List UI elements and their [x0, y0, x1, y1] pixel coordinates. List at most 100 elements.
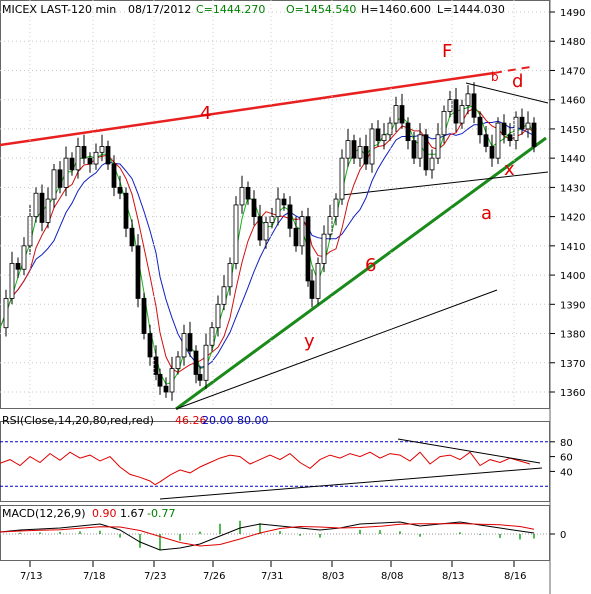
- candle-body: [15, 262, 21, 270]
- price-panel: [0, 0, 550, 409]
- candle-body: [441, 110, 447, 136]
- annotation-6: 6: [365, 255, 376, 276]
- annotation-a: a: [481, 203, 492, 224]
- x-tick-label: 8/08: [381, 571, 403, 582]
- x-tick-label: 7/23: [144, 571, 166, 582]
- candle-body: [305, 216, 311, 282]
- candle-body: [345, 140, 351, 159]
- trend-lines: [0, 66, 549, 411]
- candle-body: [81, 146, 87, 159]
- price-tick-label: 1450: [560, 125, 585, 136]
- macd-panel: [0, 505, 550, 561]
- candle-body: [489, 146, 495, 159]
- macd-line: [0, 521, 535, 551]
- candle-body: [483, 134, 489, 147]
- macd-v1: 0.90: [92, 507, 117, 520]
- candle-body: [519, 116, 525, 130]
- candle-body: [233, 204, 239, 264]
- x-tick-label: 7/18: [83, 571, 105, 582]
- price-tick-label: 1470: [560, 66, 585, 77]
- candle-body: [387, 122, 393, 136]
- rsi-line: [0, 451, 531, 486]
- candle-body: [157, 374, 163, 387]
- candle-body: [39, 192, 45, 223]
- candle-body: [75, 146, 81, 171]
- price-tick-label: 1410: [560, 242, 585, 253]
- candle-body: [381, 134, 387, 142]
- candle-body: [63, 157, 69, 188]
- candle-body: [495, 122, 501, 159]
- candle-body: [193, 350, 199, 375]
- x-tick-label: 8/16: [504, 571, 526, 582]
- candle-body: [181, 333, 187, 358]
- candle-body: [453, 99, 459, 124]
- candle-body: [477, 116, 483, 136]
- price-tick-label: 1430: [560, 183, 585, 194]
- candle-body: [339, 157, 345, 200]
- candle-body: [129, 227, 135, 247]
- header-open: O=1454.540: [286, 3, 356, 16]
- candle-body: [435, 134, 441, 159]
- candle-body: [423, 134, 429, 171]
- candle-body: [281, 198, 287, 206]
- x-tick-label: 7/31: [261, 571, 283, 582]
- candle-body: [357, 146, 363, 159]
- trendline-b: [465, 82, 549, 104]
- candle-body: [501, 122, 507, 136]
- candle-body: [163, 385, 169, 393]
- candle-body: [275, 198, 281, 218]
- candle-body: [141, 298, 147, 334]
- candle-body: [333, 198, 339, 218]
- candle-body: [471, 93, 477, 118]
- candle-body: [459, 105, 465, 124]
- rsi-value: 46.26: [175, 414, 207, 427]
- price-tick-label: 1460: [560, 96, 585, 107]
- header-low: L=1444.030: [437, 3, 505, 16]
- candle-body: [525, 122, 531, 130]
- price-tick-label: 1380: [560, 330, 585, 341]
- candle-body: [393, 105, 399, 124]
- price-series: [0, 82, 537, 401]
- x-tick-label: 7/13: [20, 571, 42, 582]
- rsi-tick-label: 80: [560, 438, 573, 449]
- annotation-4: 4: [200, 103, 211, 124]
- candle-body: [447, 99, 453, 112]
- candle-body: [369, 128, 375, 165]
- candle-body: [187, 333, 193, 352]
- x-tick-label: 7/26: [203, 571, 225, 582]
- rsi-label: RSI(Close,14,20,80,red,red): [2, 414, 154, 427]
- macd-v2: 1.67: [120, 507, 145, 520]
- candle-body: [105, 146, 111, 165]
- macd-tick-label: 0: [560, 530, 566, 541]
- macd-series: 0: [0, 520, 566, 551]
- candle-body: [215, 303, 221, 329]
- candle-body: [257, 216, 263, 241]
- candle-body: [175, 356, 181, 370]
- trendline-y: [175, 289, 498, 410]
- annotation-d: d: [512, 71, 523, 92]
- price-tick-label: 1370: [560, 359, 585, 370]
- rsi-trendline-lower: [159, 467, 543, 500]
- x-axis: 7/13 7/18 7/23 7/26 7/31 8/03 8/08 8/13 8/16: [20, 0, 526, 582]
- candle-body: [399, 105, 405, 124]
- macd-signal-line: [0, 522, 535, 547]
- candle-body: [405, 122, 411, 142]
- trendline-4-extension: [493, 66, 531, 74]
- macd-label: MACD(12,26,9): [2, 507, 86, 520]
- candle-body: [9, 262, 15, 299]
- annotation-x: x: [504, 159, 515, 180]
- candle-body: [111, 163, 117, 188]
- header-date: 08/17/2012: [128, 3, 191, 16]
- x-tick-label: 8/03: [322, 571, 344, 582]
- candle-body: [169, 368, 175, 393]
- candle-body: [315, 262, 321, 299]
- candle-body: [375, 128, 381, 142]
- candle-body: [147, 333, 153, 358]
- macd-v3: -0.77: [147, 507, 175, 520]
- rsi-trendline-upper: [397, 438, 541, 464]
- candle-body: [293, 227, 299, 247]
- candle-body: [69, 157, 75, 171]
- rsi-tick-label: 60: [560, 453, 573, 464]
- rsi-low: 20.00: [202, 414, 234, 427]
